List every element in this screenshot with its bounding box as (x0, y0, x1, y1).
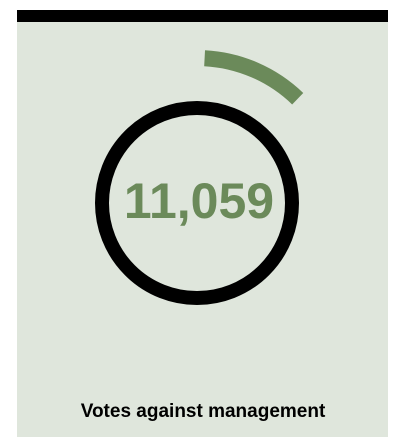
top-bar (17, 10, 388, 22)
stat-label: Votes against management (81, 401, 326, 422)
progress-arc (204, 50, 304, 105)
ring (95, 101, 299, 305)
card-background (17, 22, 388, 437)
stat-value: 11,059 (124, 173, 274, 229)
